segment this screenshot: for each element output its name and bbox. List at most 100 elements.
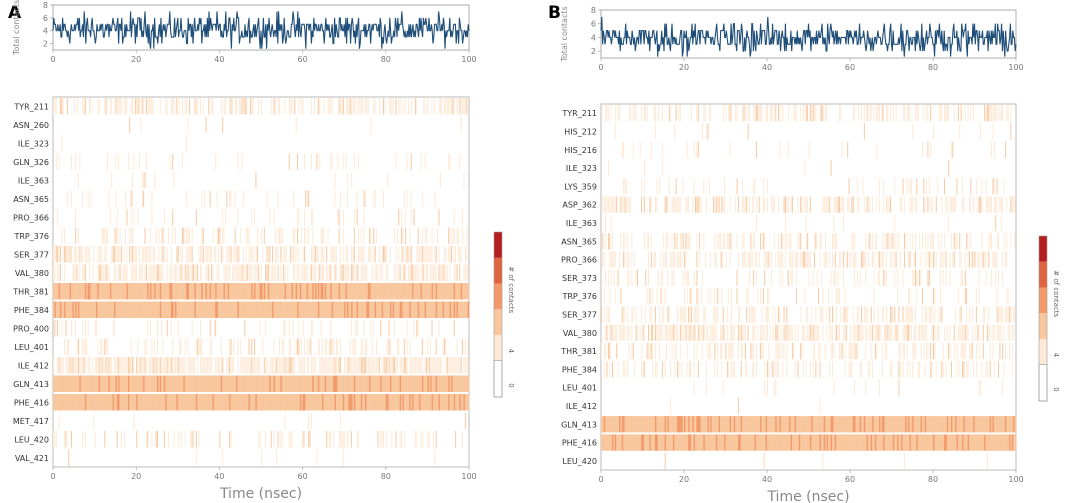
- contact-cell: [453, 320, 455, 337]
- contact-cell: [653, 434, 656, 451]
- contact-cell: [370, 375, 373, 392]
- contact-cell: [363, 264, 365, 281]
- contact-cell: [345, 98, 347, 115]
- contact-cell: [104, 375, 106, 392]
- contact-cell: [410, 301, 413, 318]
- contact-cell: [236, 394, 238, 411]
- contact-cell: [421, 190, 423, 207]
- contact-cell: [758, 434, 761, 451]
- contact-cell: [861, 105, 863, 122]
- contact-cell: [693, 324, 695, 341]
- contact-cell: [95, 320, 97, 337]
- contact-cell: [956, 233, 958, 250]
- contact-cell: [703, 233, 705, 250]
- contact-cell: [804, 416, 807, 433]
- contact-cell: [244, 357, 246, 374]
- contact-cell: [344, 301, 346, 318]
- contact-cell: [330, 153, 332, 170]
- contact-cell: [313, 357, 315, 374]
- contact-cell: [168, 357, 170, 374]
- contact-cell: [129, 301, 131, 318]
- contact-cell: [888, 196, 890, 213]
- contact-cell: [141, 98, 143, 115]
- contact-cell: [449, 394, 452, 411]
- contact-cell: [123, 375, 126, 392]
- contact-cell: [263, 283, 266, 300]
- contact-cell: [464, 246, 466, 263]
- contact-cell: [79, 264, 81, 281]
- contact-cell: [333, 375, 335, 392]
- contact-cell: [449, 283, 452, 300]
- contact-cell: [84, 357, 86, 374]
- contact-cell: [919, 434, 921, 451]
- contact-cell: [209, 190, 211, 207]
- contact-cell: [259, 283, 262, 300]
- contact-cell: [308, 394, 310, 411]
- contact-cell: [760, 324, 762, 341]
- contact-cell: [689, 434, 692, 451]
- contact-cell: [956, 342, 958, 360]
- contact-cell: [728, 233, 730, 250]
- contact-cell: [617, 434, 620, 451]
- contact-cell: [346, 301, 349, 318]
- contact-cell: [643, 196, 645, 213]
- contact-cell: [661, 105, 663, 122]
- contact-cell: [97, 375, 100, 392]
- contact-cell: [291, 98, 293, 115]
- contact-cell: [108, 375, 111, 392]
- contact-cell: [995, 416, 997, 433]
- contact-cell: [883, 434, 885, 451]
- contact-cell: [992, 324, 994, 341]
- contact-cell: [66, 375, 69, 392]
- contact-cell: [198, 394, 201, 411]
- contact-cell: [717, 434, 719, 451]
- contact-cell: [844, 324, 846, 341]
- contact-cell: [216, 264, 218, 281]
- contact-cell: [679, 105, 681, 122]
- contact-cell: [370, 301, 373, 318]
- residue-label: TYR_211: [561, 109, 597, 118]
- contact-cell: [737, 306, 739, 323]
- contact-cell: [317, 98, 319, 115]
- contact-cell: [315, 264, 317, 281]
- contact-cell: [54, 431, 56, 448]
- contact-cell: [946, 434, 949, 451]
- contact-cell: [623, 141, 625, 158]
- contact-cell: [841, 434, 844, 451]
- contact-cell: [707, 324, 709, 341]
- contact-cell: [934, 324, 936, 341]
- contact-cell: [767, 178, 768, 195]
- contact-cell: [316, 449, 318, 466]
- contact-cell: [838, 434, 841, 451]
- contact-cell: [76, 357, 78, 374]
- contact-cell: [1004, 306, 1006, 323]
- contact-cell: [677, 434, 679, 451]
- contact-cell: [1006, 416, 1008, 433]
- contact-cell: [923, 196, 925, 213]
- contact-cell: [420, 394, 423, 411]
- contact-cell: [719, 416, 722, 433]
- contact-cell: [64, 375, 66, 392]
- contact-cell: [283, 357, 285, 374]
- contact-cell: [732, 434, 735, 451]
- contact-cell: [635, 105, 637, 122]
- contact-cell: [623, 361, 625, 378]
- contact-cell: [1007, 434, 1010, 451]
- contact-cell: [73, 98, 75, 115]
- contact-cell: [407, 98, 409, 115]
- contact-cell: [610, 105, 612, 122]
- contact-cell: [328, 394, 331, 411]
- heatmap-row-lys_359: LYS_359: [564, 178, 1005, 195]
- contact-cell: [863, 105, 865, 122]
- contact-cell: [873, 416, 876, 433]
- contact-cell: [807, 105, 809, 122]
- contact-cell: [613, 416, 616, 433]
- contact-cell: [630, 196, 632, 213]
- contact-cell: [924, 196, 926, 213]
- contact-cell: [959, 434, 961, 451]
- contact-cell: [374, 394, 377, 411]
- contact-cell: [177, 394, 180, 411]
- contact-cell: [1007, 288, 1009, 305]
- contact-cell: [706, 379, 708, 396]
- contact-cell: [101, 375, 104, 392]
